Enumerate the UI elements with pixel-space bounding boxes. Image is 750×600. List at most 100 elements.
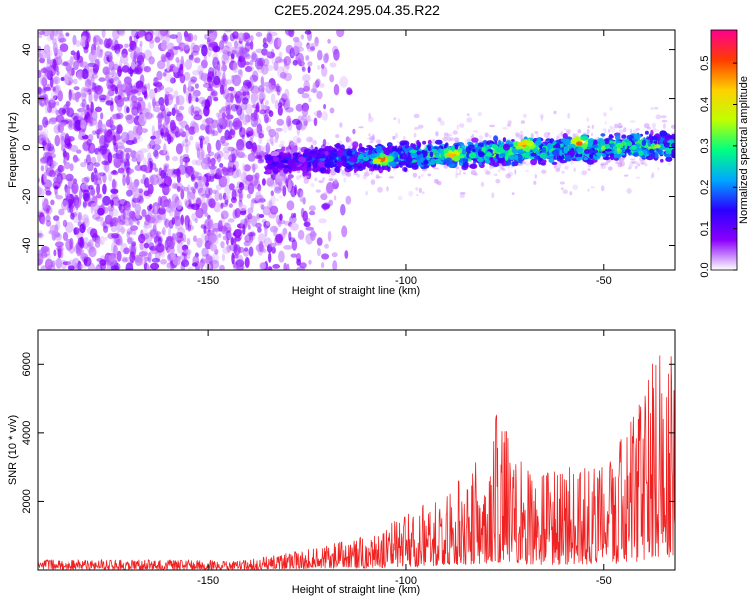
heatmap-cell <box>125 174 130 186</box>
heatmap-cell <box>58 37 67 43</box>
heatmap-cell <box>278 180 284 183</box>
heatmap-cell <box>147 205 152 212</box>
heatmap-cell <box>88 91 93 104</box>
heatmap-cell <box>561 170 565 174</box>
heatmap-cell <box>201 247 209 257</box>
heatmap-cell <box>120 53 129 64</box>
heatmap-cell <box>103 128 109 136</box>
heatmap-cell <box>577 129 582 134</box>
heatmap-cell <box>56 70 60 76</box>
heatmap-cell <box>302 170 307 177</box>
heatmap-cell <box>324 145 330 152</box>
heatmap-cell <box>333 84 340 96</box>
heatmap-cell <box>276 89 281 96</box>
heatmap-cell <box>463 172 466 175</box>
heatmap-cell <box>132 197 141 203</box>
heatmap-cell <box>608 128 611 133</box>
heatmap-cell <box>147 143 152 150</box>
heatmap-cell <box>261 64 269 75</box>
heatmap-cell <box>489 124 495 128</box>
heatmap-cell <box>297 87 305 95</box>
heatmap-cell <box>336 30 345 38</box>
heatmap-cell <box>72 34 77 46</box>
heatmap-cell <box>232 259 237 268</box>
heatmap-cell <box>181 259 188 264</box>
heatmap-cell <box>650 129 654 136</box>
heatmap-cell <box>93 167 98 174</box>
heatmap-cell <box>287 179 292 192</box>
heatmap-cell <box>255 222 262 229</box>
heatmap-cell <box>590 186 595 189</box>
heatmap-cell <box>176 168 181 177</box>
heatmap-cell <box>277 179 283 187</box>
heatmap-cell <box>87 115 94 127</box>
heatmap-cell <box>336 166 341 174</box>
heatmap-cell <box>86 176 91 181</box>
heatmap-cell <box>495 178 501 184</box>
heatmap-cell <box>68 89 72 102</box>
heatmap-cell <box>103 225 109 233</box>
heatmap-cell <box>245 66 252 73</box>
heatmap-cell <box>601 145 606 151</box>
heatmap-cell <box>105 38 114 50</box>
heatmap-cell <box>223 174 230 186</box>
heatmap-cell <box>507 171 514 177</box>
heatmap-cell <box>62 148 67 159</box>
heatmap-cell <box>283 262 287 270</box>
heatmap-cell <box>109 218 117 225</box>
heatmap-cell <box>122 171 126 177</box>
heatmap-cell <box>299 198 304 203</box>
heatmap-cell <box>39 160 45 165</box>
heatmap-cell <box>80 119 87 129</box>
heatmap-cell <box>339 76 349 88</box>
heatmap-cell <box>217 220 223 232</box>
heatmap-cell <box>515 145 523 150</box>
heatmap-cell <box>581 170 588 176</box>
heatmap-cell <box>587 168 591 171</box>
heatmap-cell <box>181 42 190 51</box>
heatmap-cell <box>257 183 262 192</box>
heatmap-cell <box>451 145 455 152</box>
heatmap-cell <box>141 247 148 259</box>
heatmap-cell <box>141 86 147 96</box>
heatmap-cell <box>257 233 266 245</box>
heatmap-cell <box>261 248 267 253</box>
heatmap-cell <box>57 33 65 44</box>
heatmap-cell <box>214 189 220 202</box>
heatmap-cell <box>234 40 238 49</box>
heatmap-cell <box>619 152 626 156</box>
heatmap-cell <box>96 183 101 195</box>
heatmap-cell <box>129 35 133 43</box>
heatmap-cell <box>603 112 607 117</box>
heatmap-cell <box>265 142 271 155</box>
heatmap-cell <box>123 217 133 227</box>
heatmap-cell <box>618 125 623 128</box>
heatmap-cell <box>222 49 230 61</box>
heatmap-cell <box>172 66 179 73</box>
heatmap-cell <box>124 43 129 48</box>
heatmap-cell <box>559 150 563 157</box>
heatmap-cell <box>70 212 75 220</box>
heatmap-cell <box>95 237 102 246</box>
heatmap-cell <box>223 146 231 154</box>
heatmap-cell <box>282 227 288 235</box>
heatmap-cell <box>322 177 325 181</box>
heatmap-cell <box>318 180 324 184</box>
heatmap-cell <box>46 83 51 91</box>
heatmap-cell <box>48 169 56 178</box>
heatmap-cell <box>165 93 175 101</box>
heatmap-cell <box>323 205 327 212</box>
heatmap-cell <box>591 132 593 137</box>
heatmap-cell <box>413 113 420 119</box>
heatmap-cell <box>78 189 83 201</box>
heatmap-cell <box>164 218 170 228</box>
heatmap-cell <box>310 182 315 188</box>
heatmap-cell <box>112 169 117 175</box>
heatmap-cell <box>129 251 135 264</box>
heatmap-cell <box>64 161 71 170</box>
heatmap-cell <box>283 72 293 82</box>
heatmap-cell <box>201 254 210 260</box>
heatmap-cell <box>190 92 198 98</box>
heatmap-cell <box>56 168 61 174</box>
heatmap-cell <box>100 220 106 227</box>
